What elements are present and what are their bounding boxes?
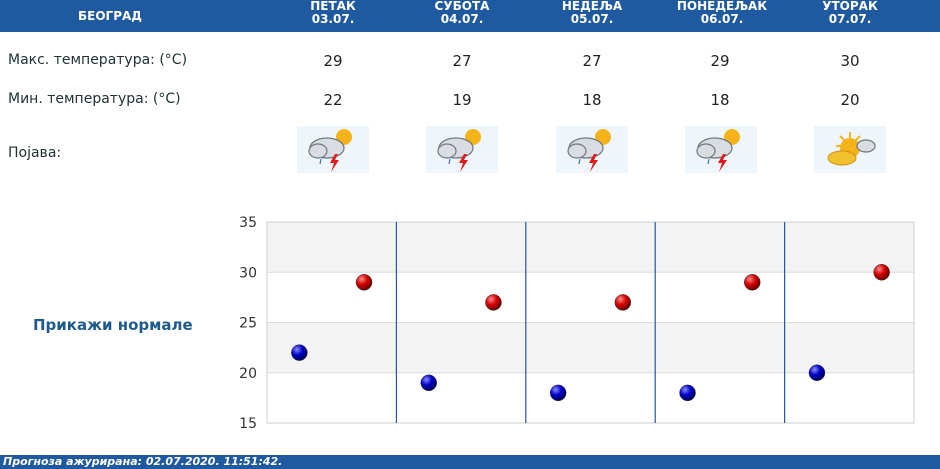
- day-date: 03.07.: [311, 12, 355, 26]
- day-name: НЕДЕЉА: [561, 0, 623, 13]
- partly-cloudy-sunny-icon: [814, 126, 886, 173]
- min-temp-value: 19: [452, 91, 472, 109]
- day-name: ПОНЕДЕЉАК: [676, 0, 768, 13]
- day-header-5: УТОРАК 07.07.: [810, 0, 890, 32]
- min-temp-value: 18: [582, 91, 602, 109]
- min-temp-value: 18: [710, 91, 730, 109]
- max-temp-value: 29: [710, 52, 730, 70]
- show-normals-link[interactable]: Прикажи нормале: [33, 316, 193, 334]
- max-temp-point: [355, 274, 373, 291]
- min-temp-point: [679, 384, 696, 402]
- max-temp-point: [873, 264, 890, 281]
- y-tick-label: 25: [239, 316, 257, 332]
- y-tick-label: 35: [239, 215, 257, 231]
- plot-band: [267, 272, 914, 323]
- thunderstorm-partly-sunny-icon: [685, 126, 757, 173]
- day-date: 05.07.: [570, 12, 614, 26]
- plot-area: [266, 221, 915, 424]
- day-header-3: НЕДЕЉА 05.07.: [554, 0, 630, 32]
- max-temp-value: 27: [582, 52, 602, 70]
- forecast-header: БЕОГРАД ПЕТАК 03.07. СУБОТА 04.07. НЕДЕЉ…: [0, 0, 940, 32]
- max-temp-point: [614, 294, 632, 311]
- day-header-1: ПЕТАК 03.07.: [300, 0, 366, 32]
- y-tick-label: 15: [239, 416, 257, 432]
- max-temp-point: [744, 274, 761, 291]
- plot-band: [267, 322, 914, 373]
- min-temp-point: [549, 384, 567, 402]
- plot-band: [267, 372, 914, 423]
- min-temp-label: Мин. температура: (°C): [8, 91, 181, 107]
- day-date: 06.07.: [700, 12, 744, 26]
- max-temp-value: 27: [452, 52, 472, 70]
- y-tick-label: 30: [239, 265, 257, 281]
- thunderstorm-partly-sunny-icon: [556, 126, 628, 173]
- forecast-updated-text: Прогноза ажурирана: 02.07.2020. 11:51:42…: [3, 455, 283, 468]
- plot-band: [267, 222, 914, 273]
- min-temp-value: 20: [840, 91, 860, 109]
- thunderstorm-partly-sunny-icon: [426, 126, 498, 173]
- day-header-2: СУБОТА 04.07.: [424, 0, 500, 32]
- y-tick-label: 20: [239, 366, 257, 382]
- min-temp-point: [420, 374, 437, 392]
- day-header-4: ПОНЕДЕЉАК 06.07.: [672, 0, 772, 32]
- thunderstorm-partly-sunny-icon: [297, 126, 369, 173]
- max-temp-value: 30: [840, 52, 860, 70]
- phenomenon-label: Појава:: [8, 145, 62, 161]
- max-temp-label: Макс. температура: (°C): [8, 52, 188, 68]
- day-date: 04.07.: [440, 12, 484, 26]
- max-temp-point: [485, 294, 502, 311]
- min-temp-point: [291, 344, 308, 361]
- day-date: 07.07.: [828, 12, 872, 26]
- day-name: СУБОТА: [434, 0, 490, 13]
- city-name: БЕОГРАД: [78, 8, 142, 23]
- day-name: УТОРАК: [822, 0, 878, 13]
- day-name: ПЕТАК: [310, 0, 356, 13]
- max-temp-value: 29: [323, 52, 343, 70]
- min-temp-point: [808, 364, 826, 381]
- temperature-chart: 15 20 25 30 35: [239, 215, 915, 432]
- forecast-updated-bar: Прогноза ажурирана: 02.07.2020. 11:51:42…: [0, 455, 940, 469]
- min-temp-value: 22: [323, 91, 343, 109]
